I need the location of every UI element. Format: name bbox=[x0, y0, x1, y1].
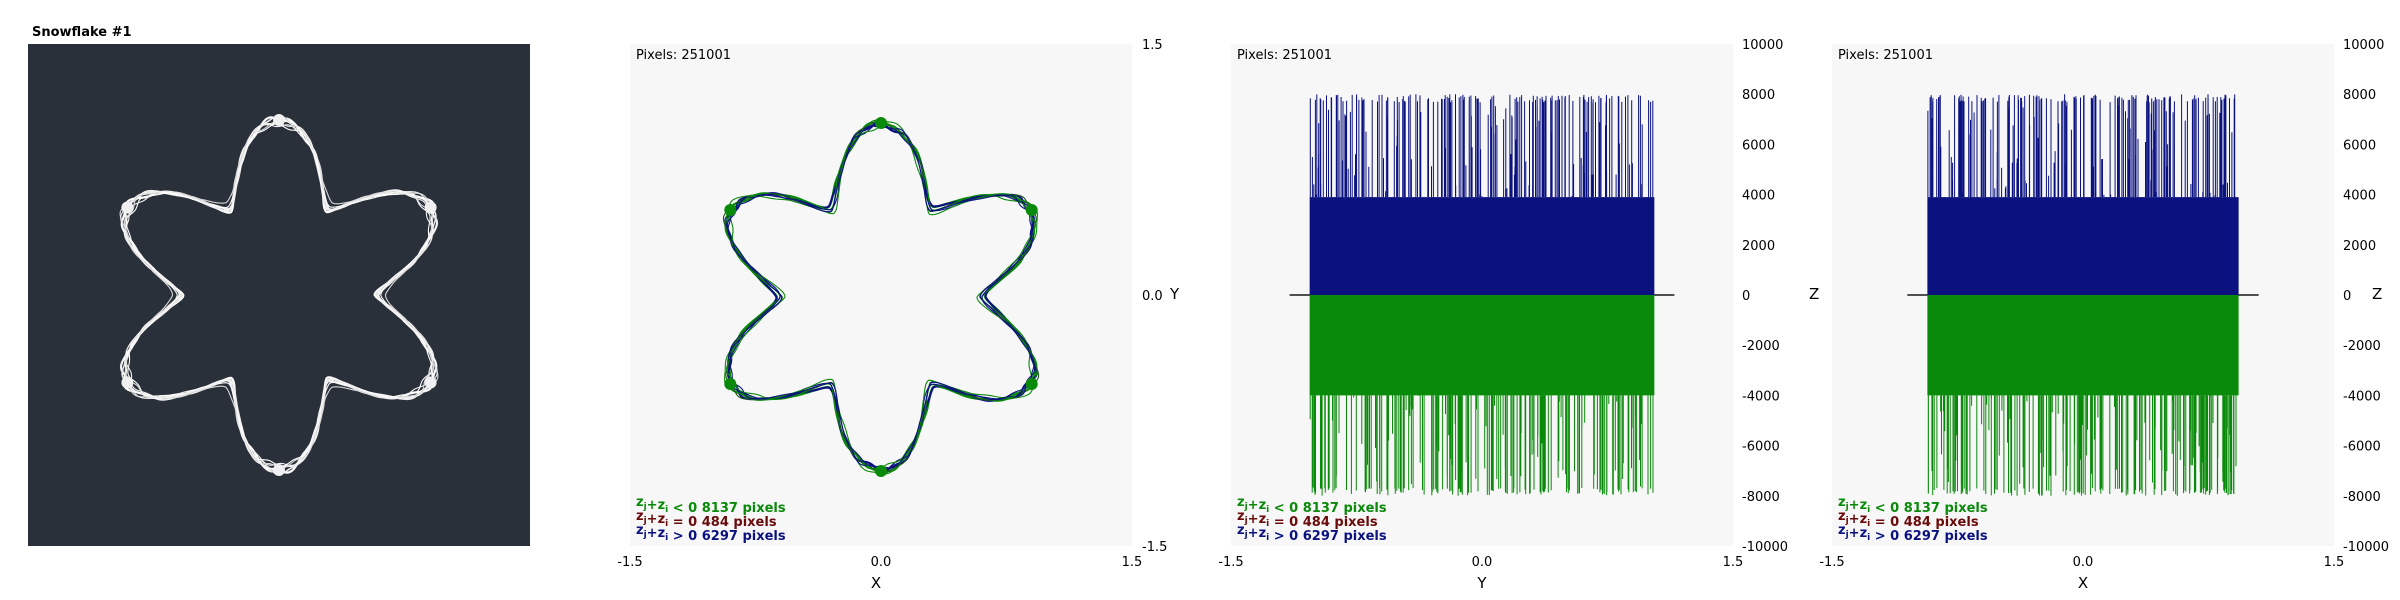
yz-y-tick: -10000 bbox=[1742, 540, 1788, 555]
xz-x-ticks: -1.5 0.0 1.5 bbox=[1819, 555, 2344, 570]
yz-z-axis-label: Z bbox=[1809, 285, 1819, 303]
xz-legend-entry: zj+zi > 0 6297 pixels bbox=[1838, 523, 1988, 544]
xy-x-tick: 1.5 bbox=[1122, 555, 1143, 570]
xz-y-tick: -4000 bbox=[2343, 389, 2381, 404]
yz-y-tick: 8000 bbox=[1742, 88, 1775, 103]
xz-y-tick: -6000 bbox=[2343, 440, 2381, 455]
yz-x-tick: 1.5 bbox=[1723, 555, 1744, 570]
xy-arm-tip bbox=[724, 378, 737, 390]
yz-positive-band bbox=[1309, 197, 1655, 295]
render-arm-tip bbox=[273, 464, 285, 476]
xz-negative-band bbox=[1927, 295, 2239, 396]
xy-arm-tip bbox=[875, 465, 887, 477]
xz-positive-band bbox=[1927, 197, 2239, 295]
xz-x-tick: 1.5 bbox=[2324, 555, 2345, 570]
xz-legend-entry: zj+zi < 0 8137 pixels bbox=[1838, 495, 1988, 516]
xy-arm-tip bbox=[1025, 204, 1038, 216]
xy-legend-entry: zj+zi > 0 6297 pixels bbox=[636, 523, 786, 544]
yz-x-tick: -1.5 bbox=[1218, 555, 1243, 570]
xz-z-axis-label: Z bbox=[2372, 285, 2382, 303]
yz-y-tick: -4000 bbox=[1742, 389, 1780, 404]
xz-y-tick: 0 bbox=[2343, 289, 2351, 304]
render-arm-tip bbox=[424, 376, 437, 389]
xz-y-tick: 4000 bbox=[2343, 189, 2376, 204]
xz-negative-spikes bbox=[1927, 395, 2237, 496]
yz-legend-entry: zj+zi > 0 6297 pixels bbox=[1237, 523, 1387, 544]
yz-x-ticks: -1.5 0.0 1.5 bbox=[1218, 555, 1743, 570]
xz-y-tick: 8000 bbox=[2343, 88, 2376, 103]
yz-x-axis-label: Y bbox=[1476, 574, 1487, 592]
xy-arm-tip bbox=[875, 117, 887, 129]
render-background bbox=[28, 44, 530, 546]
xy-x-ticks: -1.5 0.0 1.5 bbox=[617, 555, 1142, 570]
panel-xz: Pixels: 251001 zj+zi < 0 8137 pixelszj+z… bbox=[1819, 38, 2389, 592]
xz-z-ticks: 10000 8000 6000 4000 2000 0 -2000 -4000 -6000 -80… bbox=[2343, 38, 2389, 555]
render-snowflake bbox=[119, 114, 439, 476]
yz-positive-spikes bbox=[1309, 94, 1654, 198]
xy-y-tick: -1.5 bbox=[1142, 540, 1167, 555]
yz-bars bbox=[1289, 94, 1675, 496]
yz-pixels-label: Pixels: 251001 bbox=[1237, 48, 1332, 63]
render-arm-tip bbox=[121, 201, 134, 214]
xz-legend-entry: zj+zi = 0 484 pixels bbox=[1838, 509, 1979, 530]
xz-positive-spikes bbox=[1927, 94, 2236, 198]
xy-x-axis-label: X bbox=[871, 574, 881, 592]
xz-x-axis-label: X bbox=[2078, 574, 2088, 592]
yz-y-tick: 10000 bbox=[1742, 38, 1783, 53]
xy-x-tick: 0.0 bbox=[871, 555, 892, 570]
yz-negative-band bbox=[1309, 295, 1655, 396]
xy-x-tick: -1.5 bbox=[617, 555, 642, 570]
xz-x-tick: -1.5 bbox=[1819, 555, 1844, 570]
yz-negative-spikes bbox=[1309, 395, 1654, 496]
xy-legend-entry: zj+zi < 0 8137 pixels bbox=[636, 495, 786, 516]
xy-y-axis-label: Y bbox=[1169, 285, 1180, 303]
xy-arm-tip bbox=[1025, 378, 1038, 390]
xz-pixels-label: Pixels: 251001 bbox=[1838, 48, 1933, 63]
xy-y-ticks: 1.5 0.0 -1.5 bbox=[1142, 38, 1167, 555]
xz-y-tick: -10000 bbox=[2343, 540, 2389, 555]
render-arm-tip bbox=[121, 376, 134, 389]
yz-y-tick: -8000 bbox=[1742, 490, 1780, 505]
xy-arm-tip bbox=[724, 204, 737, 216]
panel-render: Snowflake #1 bbox=[28, 25, 530, 546]
yz-legend-entry: zj+zi = 0 484 pixels bbox=[1237, 509, 1378, 530]
xz-y-tick: 6000 bbox=[2343, 138, 2376, 153]
xz-y-tick: -8000 bbox=[2343, 490, 2381, 505]
xy-y-tick: 1.5 bbox=[1142, 38, 1163, 53]
panel-xy: Pixels: 251001 zj+zi < 0 8137 pixelszj+z… bbox=[617, 38, 1180, 592]
yz-y-tick: -2000 bbox=[1742, 339, 1780, 354]
xz-x-tick: 0.0 bbox=[2073, 555, 2094, 570]
yz-y-tick: 0 bbox=[1742, 289, 1750, 304]
yz-y-tick: 4000 bbox=[1742, 189, 1775, 204]
xz-bars bbox=[1907, 94, 2259, 496]
yz-x-tick: 0.0 bbox=[1472, 555, 1493, 570]
xz-y-tick: 2000 bbox=[2343, 239, 2376, 254]
render-title: Snowflake #1 bbox=[32, 25, 132, 40]
xz-y-tick: -2000 bbox=[2343, 339, 2381, 354]
yz-legend-entry: zj+zi < 0 8137 pixels bbox=[1237, 495, 1387, 516]
yz-z-ticks: 10000 8000 6000 4000 2000 0 -2000 -4000 -6000 -80… bbox=[1742, 38, 1788, 555]
xy-snowflake bbox=[722, 117, 1040, 477]
xz-y-tick: 10000 bbox=[2343, 38, 2384, 53]
xy-pixels-label: Pixels: 251001 bbox=[636, 48, 731, 63]
panel-yz: Pixels: 251001 zj+zi < 0 8137 pixelszj+z… bbox=[1218, 38, 1819, 592]
render-arm-tip bbox=[424, 201, 437, 214]
xy-legend-entry: zj+zi = 0 484 pixels bbox=[636, 509, 777, 530]
render-arm-tip bbox=[273, 114, 285, 126]
yz-y-tick: 6000 bbox=[1742, 138, 1775, 153]
xy-y-tick: 0.0 bbox=[1142, 289, 1163, 304]
yz-y-tick: -6000 bbox=[1742, 440, 1780, 455]
yz-y-tick: 2000 bbox=[1742, 239, 1775, 254]
